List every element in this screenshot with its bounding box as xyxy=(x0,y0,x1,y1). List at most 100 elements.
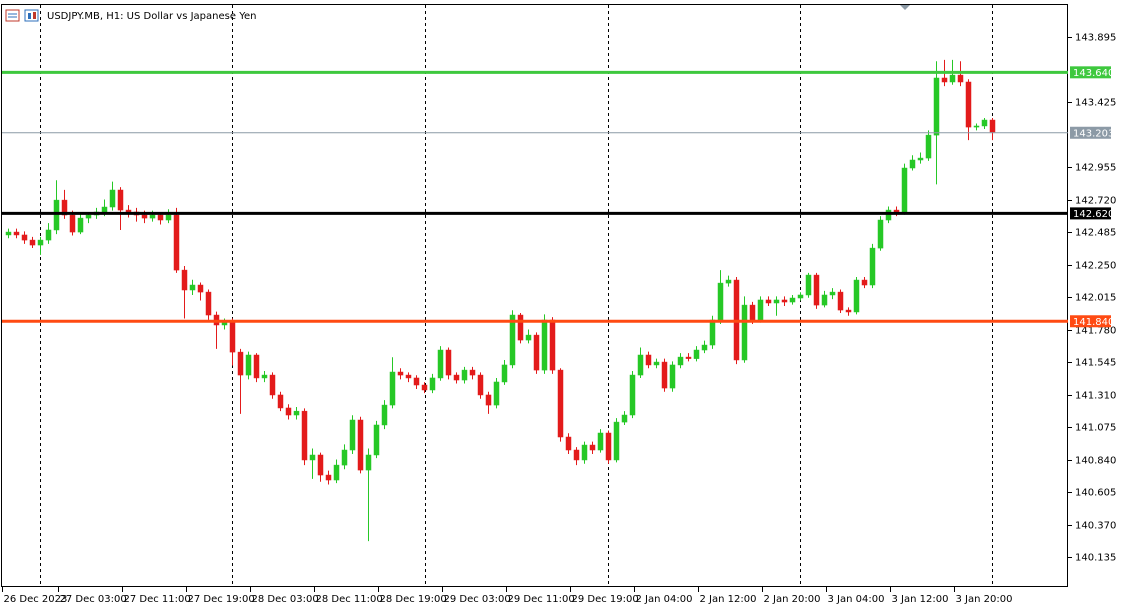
x-tick-label: 3 Jan 04:00 xyxy=(828,594,885,605)
x-tick-label: 27 Dec 03:00 xyxy=(60,594,127,605)
candle-body xyxy=(325,474,332,481)
x-tick-label: 26 Dec 2023 xyxy=(4,594,68,605)
candle-body xyxy=(77,217,84,233)
candle-body xyxy=(773,299,780,304)
candle-body xyxy=(781,299,788,303)
candle-body xyxy=(549,319,556,371)
candle-body xyxy=(861,279,868,286)
candle-body xyxy=(653,361,660,366)
candle-body xyxy=(437,349,444,379)
candle-body xyxy=(413,377,420,386)
candle-body xyxy=(557,369,564,438)
x-tick-label: 28 Dec 19:00 xyxy=(380,594,447,605)
shift-marker xyxy=(900,5,910,10)
y-tick-label: 140.840 xyxy=(1075,456,1116,467)
candle-body xyxy=(293,410,300,416)
candle-body xyxy=(789,297,796,303)
candle-body xyxy=(197,284,204,293)
x-tick-label: 28 Dec 03:00 xyxy=(252,594,319,605)
candle-body xyxy=(837,291,844,311)
candle-body xyxy=(933,77,940,136)
title-icons xyxy=(5,9,39,22)
candle-body xyxy=(13,231,20,236)
level-label-box xyxy=(1070,66,1111,79)
candle-body xyxy=(501,364,508,383)
candle-body xyxy=(709,319,716,346)
candle-body xyxy=(757,299,764,321)
level-label: 141.840 xyxy=(1073,317,1114,328)
candle-body xyxy=(853,279,860,313)
candle-body xyxy=(309,454,316,461)
icon-bar xyxy=(33,12,36,19)
candle-body xyxy=(941,77,948,83)
candle-body xyxy=(493,381,500,406)
candle-body xyxy=(485,394,492,406)
candle-body xyxy=(917,157,924,161)
candle-body xyxy=(533,334,540,371)
candle-body xyxy=(901,167,908,213)
x-tick-label: 2 Jan 04:00 xyxy=(636,594,693,605)
icon-bar xyxy=(28,13,31,19)
icon xyxy=(24,9,39,22)
candle-body xyxy=(509,314,516,366)
candle-body xyxy=(29,239,36,246)
x-tick-label: 29 Dec 03:00 xyxy=(444,594,511,605)
x-tick-label: 29 Dec 11:00 xyxy=(508,594,575,605)
candle-body xyxy=(253,354,260,379)
candle-body xyxy=(701,344,708,351)
x-tick-label: 29 Dec 19:00 xyxy=(572,594,639,605)
candle-body xyxy=(141,214,148,219)
candle-body xyxy=(269,374,276,396)
y-tick-label: 143.895 xyxy=(1075,33,1116,44)
level-label: 142.620 xyxy=(1073,209,1114,220)
y-tick-label: 142.015 xyxy=(1075,293,1116,304)
candle-body xyxy=(237,351,244,376)
candle-body xyxy=(477,374,484,396)
candle-body xyxy=(453,374,460,381)
candle-body xyxy=(381,404,388,426)
candle-body xyxy=(541,319,548,371)
candle-body xyxy=(69,214,76,233)
candle-body xyxy=(117,189,124,211)
candle-body xyxy=(589,444,596,451)
candle-body xyxy=(461,369,468,381)
x-tick-label: 3 Jan 12:00 xyxy=(892,594,949,605)
candle-body xyxy=(125,209,132,213)
candle-body xyxy=(565,436,572,451)
candle-body xyxy=(637,354,644,376)
candle-body xyxy=(445,349,452,376)
candle-body xyxy=(629,374,636,416)
level-label-box xyxy=(1070,315,1111,328)
x-tick-label: 27 Dec 11:00 xyxy=(124,594,191,605)
candle-body xyxy=(101,206,108,213)
candle-body xyxy=(765,299,772,304)
candle-body xyxy=(869,247,876,286)
candle-body xyxy=(37,239,44,246)
candle-body xyxy=(5,231,12,236)
candle-body xyxy=(285,407,292,416)
y-tick-label: 141.780 xyxy=(1075,326,1116,337)
candle-body xyxy=(885,209,892,221)
candle-body xyxy=(741,304,748,361)
candle-body xyxy=(421,384,428,391)
candle-body xyxy=(181,269,188,291)
candle-body xyxy=(261,374,268,379)
y-tick-label: 142.485 xyxy=(1075,228,1116,239)
y-tick-label: 142.720 xyxy=(1075,196,1116,207)
candle-body xyxy=(165,214,172,221)
candle-body xyxy=(645,354,652,366)
y-tick-label: 142.955 xyxy=(1075,163,1116,174)
level-label: 143.203 xyxy=(1073,128,1114,139)
candle-body xyxy=(357,419,364,471)
y-tick-label: 140.370 xyxy=(1075,521,1116,532)
candle-body xyxy=(957,74,964,83)
candle-body xyxy=(797,294,804,299)
candle-body xyxy=(621,414,628,423)
candle-body xyxy=(717,282,724,321)
candle-body xyxy=(597,432,604,451)
candle-body xyxy=(85,214,92,219)
candle-body xyxy=(877,219,884,249)
level-label: 143.640 xyxy=(1073,68,1114,79)
candle-body xyxy=(469,369,476,376)
